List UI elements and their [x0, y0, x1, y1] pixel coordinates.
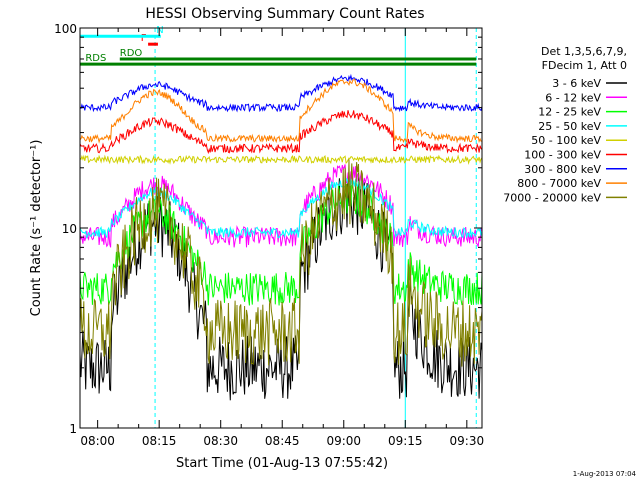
x-tick-label: 09:30 — [450, 434, 485, 448]
legend-label: 25 - 50 keV — [538, 120, 601, 133]
flag-label-n: N — [156, 25, 163, 36]
x-tick-label: 08:45 — [265, 434, 300, 448]
series-line-9 — [80, 159, 482, 367]
legend-label: 3 - 6 keV — [552, 77, 601, 90]
legend-label: 300 - 800 keV — [524, 163, 601, 176]
y-axis-label: Count Rate (s⁻¹ detector⁻¹) — [29, 140, 44, 317]
x-tick-label: 09:15 — [388, 434, 423, 448]
chart-title: HESSI Observing Summary Count Rates — [145, 6, 424, 22]
legend: Det 1,3,5,6,7,9, FDecim 1, Att 0 3 - 6 k… — [503, 45, 627, 204]
axes: 1 10 100 08:00 08:15 08:30 08:45 09:00 09:15 09:3… — [54, 22, 484, 448]
y-tick-label: 100 — [54, 22, 77, 36]
legend-header-line-1: Det 1,3,5,6,7,9, — [541, 45, 627, 58]
x-tick-label: 08:00 — [80, 434, 115, 448]
flag-label-rds: RDS — [85, 53, 106, 64]
series-line-5 — [80, 154, 482, 165]
x-tick-label: 08:30 — [203, 434, 238, 448]
series-line-3 — [80, 183, 482, 306]
series-line-4 — [80, 177, 482, 240]
y-tick-label: 10 — [62, 222, 77, 236]
series-line-2 — [80, 164, 482, 248]
series-line-6 — [80, 110, 482, 155]
series-line-8 — [80, 78, 482, 144]
legend-label: 100 - 300 keV — [524, 149, 601, 162]
x-axis-label: Start Time (01-Aug-13 07:55:42) — [176, 456, 388, 471]
legend-label: 800 - 7000 keV — [517, 177, 601, 190]
legend-label: 50 - 100 keV — [531, 134, 601, 147]
legend-label: 7000 - 20000 keV — [503, 191, 601, 204]
flag-label-rdo: RDO — [120, 48, 143, 59]
y-tick-label: 1 — [69, 422, 77, 436]
footer-date: 1-Aug-2013 07:04 — [573, 470, 637, 478]
legend-header-line-2: FDecim 1, Att 0 — [542, 59, 627, 72]
x-tick-label: 09:00 — [326, 434, 361, 448]
flag-label-f: F — [141, 33, 147, 44]
legend-label: 12 - 25 keV — [538, 106, 601, 119]
series-line-7 — [80, 73, 482, 113]
x-tick-label: 08:15 — [142, 434, 177, 448]
legend-label: 6 - 12 keV — [545, 91, 601, 104]
